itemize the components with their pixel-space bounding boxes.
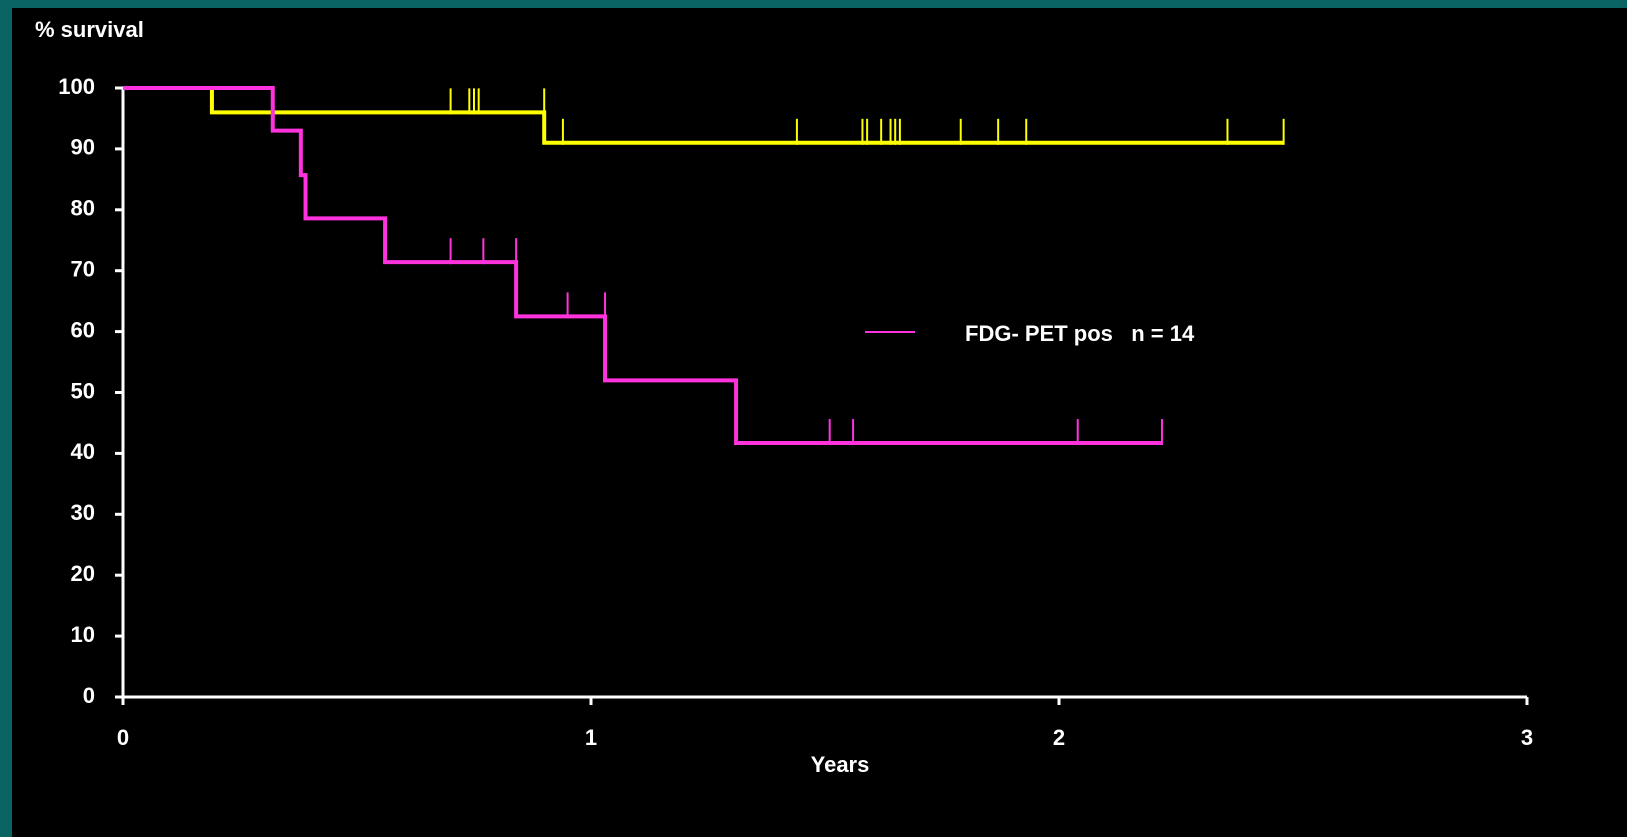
x-tick-label: 0 xyxy=(117,725,129,750)
y-tick-label: 20 xyxy=(71,561,95,586)
y-tick-label: 70 xyxy=(71,257,95,282)
legend-label: FDG- PET pos n = 14 xyxy=(965,321,1195,346)
survival-curve xyxy=(123,86,1162,446)
y-axis-label: % survival xyxy=(35,17,144,42)
y-tick-label: 50 xyxy=(71,378,95,403)
y-tick-label: 10 xyxy=(71,622,95,647)
y-tick-label: 90 xyxy=(71,135,95,160)
y-tick-label: 0 xyxy=(83,683,95,708)
y-tick-label: 40 xyxy=(71,439,95,464)
plot-background xyxy=(12,8,1627,837)
x-tick-label: 3 xyxy=(1521,725,1533,750)
x-axis-label: Years xyxy=(811,752,870,777)
x-tick-label: 2 xyxy=(1053,725,1065,750)
x-tick-label: 1 xyxy=(585,725,597,750)
y-tick-label: 100 xyxy=(58,74,95,99)
y-tick-label: 30 xyxy=(71,500,95,525)
y-tick-label: 60 xyxy=(71,317,95,342)
y-tick-label: 80 xyxy=(71,196,95,221)
